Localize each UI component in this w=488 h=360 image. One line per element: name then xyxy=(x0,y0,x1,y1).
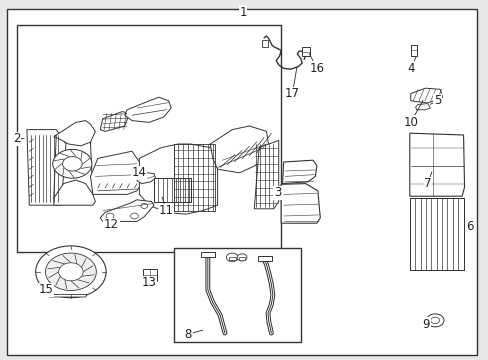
Text: 2: 2 xyxy=(13,132,21,145)
Bar xyxy=(409,198,463,270)
Text: 11: 11 xyxy=(159,204,173,217)
Polygon shape xyxy=(141,203,147,208)
Text: 17: 17 xyxy=(285,87,299,100)
Text: 3: 3 xyxy=(273,186,281,199)
Bar xyxy=(258,256,271,261)
Bar xyxy=(410,45,416,56)
Bar xyxy=(173,248,300,342)
Polygon shape xyxy=(254,140,278,209)
Text: 10: 10 xyxy=(403,116,417,129)
Polygon shape xyxy=(59,263,83,281)
Polygon shape xyxy=(237,254,246,261)
Polygon shape xyxy=(409,133,464,196)
Text: 8: 8 xyxy=(184,328,192,341)
Polygon shape xyxy=(130,213,138,219)
Polygon shape xyxy=(106,213,114,219)
Bar xyxy=(154,178,190,202)
Bar xyxy=(409,198,463,270)
Text: 7: 7 xyxy=(423,177,431,190)
Polygon shape xyxy=(45,253,96,291)
Polygon shape xyxy=(54,121,95,146)
Polygon shape xyxy=(282,160,316,184)
Polygon shape xyxy=(210,126,268,173)
Polygon shape xyxy=(281,184,320,223)
Text: 5: 5 xyxy=(433,94,441,107)
Polygon shape xyxy=(90,151,142,194)
Bar xyxy=(238,257,244,260)
Polygon shape xyxy=(410,88,442,103)
Polygon shape xyxy=(426,314,443,327)
Bar xyxy=(154,178,190,202)
Text: 15: 15 xyxy=(39,283,54,296)
Bar xyxy=(17,25,281,252)
Text: 13: 13 xyxy=(142,276,156,289)
Polygon shape xyxy=(124,97,171,122)
Text: 1: 1 xyxy=(239,6,246,19)
Bar xyxy=(228,257,236,260)
Polygon shape xyxy=(36,246,106,298)
Polygon shape xyxy=(137,173,155,184)
Text: 4: 4 xyxy=(406,62,414,75)
Polygon shape xyxy=(53,149,92,178)
Polygon shape xyxy=(54,180,95,205)
Bar xyxy=(261,40,267,47)
Polygon shape xyxy=(100,112,129,131)
Polygon shape xyxy=(27,130,66,205)
Polygon shape xyxy=(226,253,238,262)
Polygon shape xyxy=(139,144,217,214)
Polygon shape xyxy=(100,200,154,221)
Polygon shape xyxy=(49,294,87,297)
Text: 12: 12 xyxy=(104,219,119,231)
Text: 16: 16 xyxy=(309,62,324,75)
Polygon shape xyxy=(415,104,429,110)
Bar xyxy=(173,144,215,211)
Bar xyxy=(142,269,157,281)
Bar xyxy=(201,252,215,257)
Bar xyxy=(302,47,309,56)
Text: 9: 9 xyxy=(422,318,429,330)
Polygon shape xyxy=(430,317,439,324)
Text: 14: 14 xyxy=(132,166,146,179)
Polygon shape xyxy=(62,157,82,171)
Text: 6: 6 xyxy=(465,220,472,233)
